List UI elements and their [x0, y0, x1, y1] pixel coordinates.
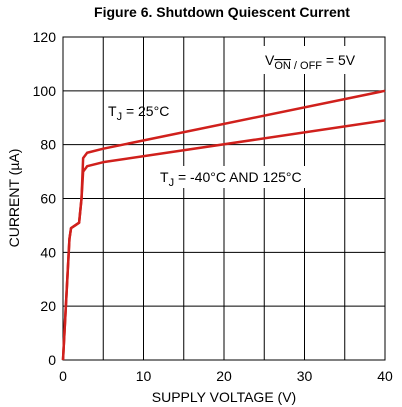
x-tick-label: 30	[297, 368, 313, 384]
annotation-text: J	[117, 111, 123, 123]
annotation-text: V	[265, 52, 275, 68]
y-tick-label: 60	[40, 191, 56, 207]
x-tick-label: 20	[216, 368, 232, 384]
chart-title: Figure 6. Shutdown Quiescent Current	[94, 4, 350, 20]
series-line	[61, 119, 386, 361]
annotation-text: T	[160, 169, 169, 185]
x-tick-label: 40	[377, 368, 393, 384]
x-tick-label: 10	[136, 368, 152, 384]
annotation-text: J	[169, 177, 175, 189]
y-axis-label: CURRENT (µA)	[6, 149, 22, 248]
label-background	[156, 166, 334, 188]
annotation: TJ = -40°C AND 125°C	[160, 169, 302, 189]
label-background	[258, 46, 380, 74]
annotation: VON / OFF = 5V	[265, 52, 356, 72]
y-tick-label: 120	[33, 29, 57, 45]
y-tick-label: 0	[48, 352, 56, 368]
y-tick-label: 20	[40, 298, 56, 314]
annotation-text: = 25°C	[122, 103, 169, 119]
y-tick-label: 100	[33, 83, 57, 99]
plot-frame	[62, 36, 386, 361]
annotation-text: T	[108, 103, 117, 119]
annotation-text: = -40°C AND 125°C	[174, 169, 302, 185]
plot-area: 0 10 20 30 40 0 20 40 60 80 100 120	[33, 29, 393, 384]
y-tick-label: 80	[40, 137, 56, 153]
annotation-text: = 5V	[322, 52, 356, 68]
x-tick-label: 0	[59, 368, 67, 384]
x-axis-label: SUPPLY VOLTAGE (V)	[152, 389, 296, 405]
annotation: TJ = 25°C	[108, 103, 169, 123]
annotation-text: / OFF	[291, 60, 322, 72]
y-tick-label: 40	[40, 244, 56, 260]
annotation-text: ON	[274, 60, 291, 72]
